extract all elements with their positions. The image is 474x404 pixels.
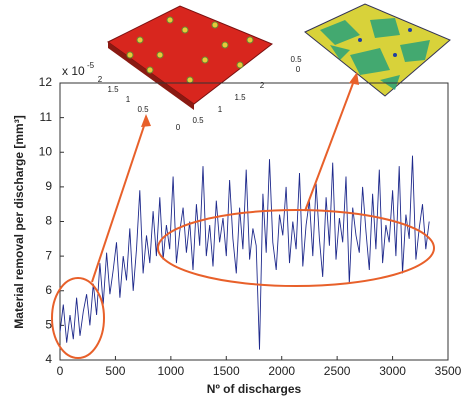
- x-tick-label: 0: [57, 364, 64, 378]
- y-tick-label: 8: [45, 214, 52, 228]
- y-tick-label: 10: [39, 144, 53, 158]
- arrow-head: [141, 114, 151, 127]
- inset-axis-label: 2: [260, 81, 265, 90]
- x-axis-title: Nº of discharges: [207, 382, 302, 396]
- y-multiplier-exp: -5: [87, 61, 95, 70]
- x-tick-label: 500: [105, 364, 125, 378]
- x-tick-label: 2500: [324, 364, 351, 378]
- y-tick-label: 7: [45, 248, 52, 262]
- y-tick-label: 4: [45, 352, 52, 366]
- inset-labels: 21.510.500.511.520.50: [98, 55, 302, 132]
- x-tick-label: 3500: [435, 364, 462, 378]
- inset-axis-label: 1: [126, 95, 131, 104]
- inset-axis-label: 2: [98, 75, 103, 84]
- x-tick-label: 2000: [268, 364, 295, 378]
- x-tick-label: 3000: [379, 364, 406, 378]
- inset-axis-label: 1.5: [234, 93, 246, 102]
- inset-axis-label: 1: [218, 105, 223, 114]
- x-tick-label: 1500: [213, 364, 240, 378]
- inset-axis-label: 0.5: [290, 55, 302, 64]
- inset-red-surface: [107, 5, 273, 110]
- inset-axis-label: 0.5: [137, 105, 149, 114]
- y-tick-label: 11: [40, 110, 53, 124]
- arrow: [304, 77, 356, 212]
- arrow: [91, 119, 147, 283]
- inset-axis-label: 0: [296, 65, 301, 74]
- inset-axis-label: 0.5: [192, 116, 204, 125]
- plot-frame: [59, 82, 449, 361]
- y-multiplier: x 10: [62, 64, 85, 78]
- y-tick-label: 5: [45, 318, 52, 332]
- inset-green-surface: [304, 3, 451, 97]
- ellipse-steady: [157, 209, 435, 287]
- y-tick-label: 12: [39, 75, 53, 89]
- x-tick-label: 1000: [158, 364, 185, 378]
- inset-axis-label: 0: [176, 123, 181, 132]
- data-line: [59, 155, 430, 350]
- inset-axis-label: 1.5: [107, 85, 119, 94]
- arrow-head: [349, 72, 359, 85]
- y-tick-label: 6: [45, 283, 52, 297]
- y-tick-label: 9: [45, 179, 52, 193]
- annotations: [51, 72, 435, 359]
- ellipse-early: [51, 277, 105, 359]
- y-axis-title: Material removal per discharge [mm³]: [12, 115, 26, 328]
